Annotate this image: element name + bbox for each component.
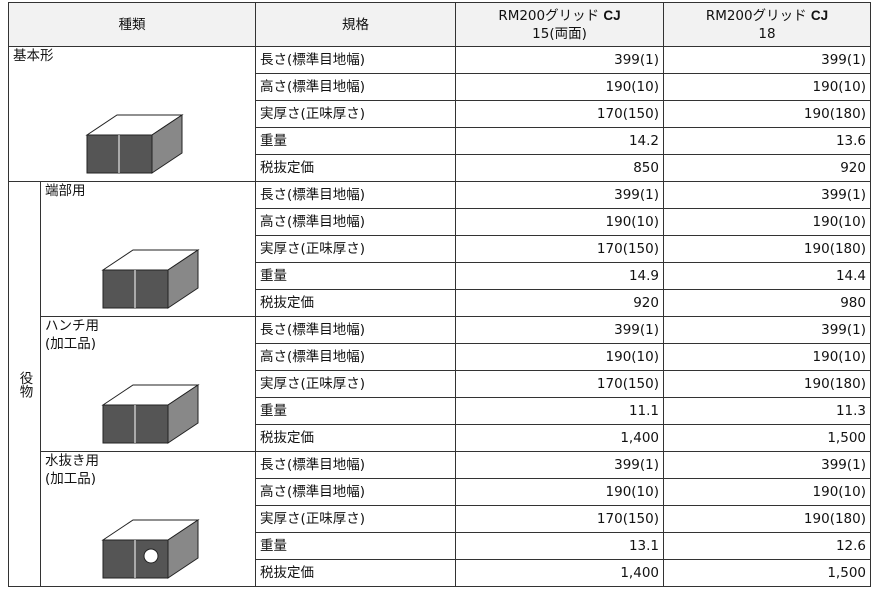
spec-label: 高さ(標準目地幅) [255, 478, 456, 506]
spec-value: 14.9 [455, 262, 664, 290]
spec-value: 190(10) [455, 208, 664, 236]
spec-value: 11.3 [663, 397, 871, 425]
spec-value: 399(1) [663, 316, 871, 344]
spec-value: 399(1) [663, 181, 871, 209]
spec-value: 11.1 [455, 397, 664, 425]
data-row: 基本形 長さ(標準目地幅) 399(1) 399(1) [8, 46, 871, 182]
spec-value: 1,500 [663, 424, 871, 452]
block-image [101, 384, 200, 444]
item-name: 端部用 [40, 181, 256, 317]
spec-label: 税抜定価 [255, 559, 456, 587]
item-name: ハンチ用 (加工品) [40, 316, 256, 452]
spec-label: 税抜定価 [255, 289, 456, 317]
data-row: 水抜き用 (加工品) 長さ(標準目地幅) 399(1) 399(1) [9, 451, 871, 587]
spec-value: 190(10) [663, 73, 871, 101]
spec-value: 399(1) [663, 451, 871, 479]
spec-value: 190(180) [663, 370, 871, 398]
spec-value: 170(150) [455, 235, 664, 263]
name-line: ハンチ用 [45, 318, 99, 334]
header-spec: 規格 [255, 2, 456, 47]
data-row: 高さ(標準目地幅) 190(10) 190(10) [9, 343, 871, 371]
spec-label: 長さ(標準目地幅) [255, 46, 456, 74]
spec-value: 399(1) [455, 451, 664, 479]
spec-value: 399(1) [455, 181, 664, 209]
header-product: RM200グリッド CJ 15(両面) [455, 2, 664, 47]
spec-value: 190(180) [663, 505, 871, 533]
spec-value: 399(1) [455, 46, 664, 74]
spec-label: 重量 [255, 397, 456, 425]
product-variant: 15(両面) [532, 25, 587, 42]
spec-value: 190(10) [663, 343, 871, 371]
spec-value: 190(10) [663, 208, 871, 236]
spec-value: 170(150) [455, 370, 664, 398]
product-variant: 18 [758, 25, 776, 42]
data-row: 役物 端部用 長さ(標準目地幅) 399(1) 399(1) [8, 181, 871, 587]
name-line: 端部用 [45, 183, 86, 199]
item-name: 基本形 [8, 46, 256, 182]
spec-value: 13.1 [455, 532, 664, 560]
spec-value: 980 [663, 289, 871, 317]
spec-value: 399(1) [663, 46, 871, 74]
product-mark: CJ [810, 7, 829, 23]
spec-value: 920 [455, 289, 664, 317]
spec-value: 12.6 [663, 532, 871, 560]
block-image [85, 114, 184, 174]
spec-value: 14.4 [663, 262, 871, 290]
spec-value: 850 [455, 154, 664, 182]
spec-value: 190(180) [663, 235, 871, 263]
spec-label: 実厚さ(正味厚さ) [255, 505, 456, 533]
spec-label: 長さ(標準目地幅) [255, 181, 456, 209]
spec-label: 実厚さ(正味厚さ) [255, 235, 456, 263]
spec-label: 実厚さ(正味厚さ) [255, 100, 456, 128]
spec-label: 長さ(標準目地幅) [255, 451, 456, 479]
spec-value: 1,400 [455, 559, 664, 587]
product-mark: CJ [603, 7, 621, 23]
spec-value: 920 [663, 154, 871, 182]
data-row: 税抜定価 1,400 1,500 [9, 559, 871, 587]
name-line: (加工品) [45, 471, 97, 487]
product-name: RM200グリッド [498, 7, 600, 24]
spec-value: 170(150) [455, 100, 664, 128]
category-label: 役物 [8, 181, 41, 587]
spec-table: 種類 規格 RM200グリッド CJ 15(両面) RM200グリッド CJ 18 基本形長… [8, 2, 871, 587]
spec-value: 1,400 [455, 424, 664, 452]
spec-value: 190(10) [455, 478, 664, 506]
name-line: (加工品) [45, 336, 97, 352]
name-line: 水抜き用 [45, 453, 99, 469]
data-row: ハンチ用 (加工品) 長さ(標準目地幅) 399(1) 399(1) [9, 316, 871, 452]
block-image [101, 249, 200, 309]
spec-label: 重量 [255, 262, 456, 290]
data-row: 高さ(標準目地幅) 190(10) 190(10) [9, 208, 871, 236]
data-row: 税抜定価 920 980 [9, 289, 871, 317]
data-row: 高さ(標準目地幅) 190(10) 190(10) [9, 478, 871, 506]
spec-label: 長さ(標準目地幅) [255, 316, 456, 344]
spec-value: 13.6 [663, 127, 871, 155]
spec-value: 14.2 [455, 127, 664, 155]
spec-label: 高さ(標準目地幅) [255, 73, 456, 101]
product-name: RM200グリッド [705, 7, 807, 24]
item-name: 水抜き用 (加工品) [40, 451, 256, 587]
header-row: 種類 規格 RM200グリッド CJ 15(両面) RM200グリッド CJ 18 [8, 2, 871, 47]
spec-label: 重量 [255, 532, 456, 560]
spec-value: 190(10) [455, 343, 664, 371]
spec-value: 190(10) [455, 73, 664, 101]
block-image [101, 519, 200, 579]
spec-value: 190(180) [663, 100, 871, 128]
data-row: 実厚さ(正味厚さ) 170(150) 190(180) [9, 235, 871, 263]
data-row: 税抜定価 1,400 1,500 [9, 424, 871, 452]
header-type: 種類 [8, 2, 256, 47]
header-product: RM200グリッド CJ 18 [663, 2, 871, 47]
spec-value: 399(1) [455, 316, 664, 344]
spec-label: 重量 [255, 127, 456, 155]
spec-label: 高さ(標準目地幅) [255, 343, 456, 371]
name-line: 基本形 [13, 48, 54, 64]
spec-label: 実厚さ(正味厚さ) [255, 370, 456, 398]
spec-value: 1,500 [663, 559, 871, 587]
spec-label: 税抜定価 [255, 424, 456, 452]
spec-value: 190(10) [663, 478, 871, 506]
spec-label: 高さ(標準目地幅) [255, 208, 456, 236]
spec-value: 170(150) [455, 505, 664, 533]
spec-label: 税抜定価 [255, 154, 456, 182]
